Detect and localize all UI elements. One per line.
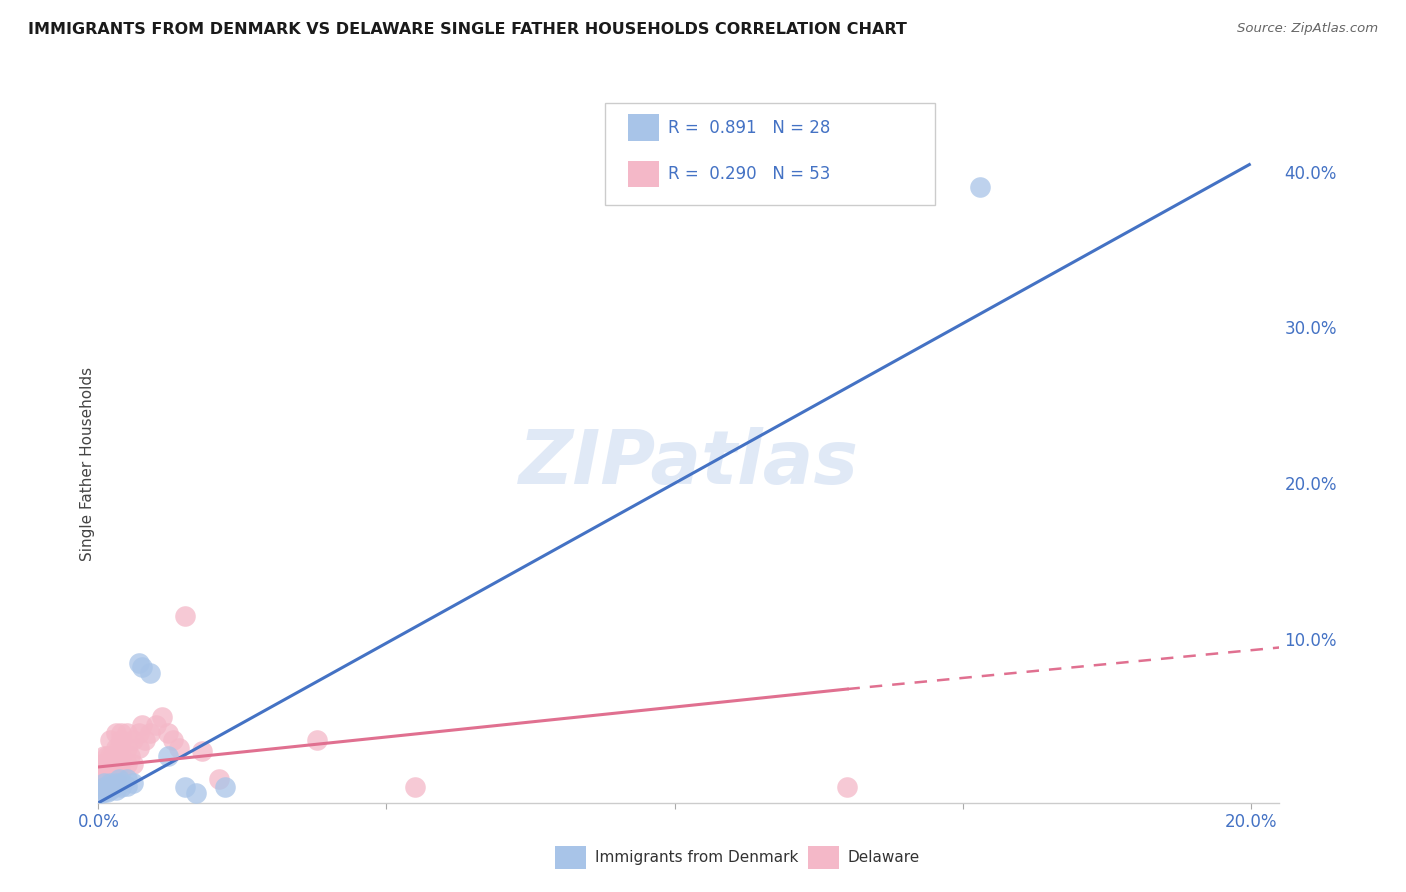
Point (101, 749, 124, 764)
Point (162, 733, 184, 747)
Point (98, 772, 121, 787)
Point (101, 780, 124, 795)
Point (131, 718, 153, 732)
Point (96, 775, 118, 789)
Point (191, 744, 214, 758)
Point (837, 780, 859, 795)
Point (122, 733, 145, 747)
Point (96, 749, 118, 764)
Point (120, 749, 142, 764)
Point (150, 710, 173, 724)
Text: Delaware: Delaware (848, 850, 920, 864)
Point (122, 775, 145, 789)
Point (128, 656, 150, 670)
Point (131, 660, 153, 674)
Point (104, 775, 127, 789)
Point (156, 749, 179, 764)
Point (173, 608, 195, 623)
Point (93, 775, 115, 789)
Point (93, 783, 115, 797)
Point (89, 780, 111, 795)
Point (93, 772, 115, 787)
Point (122, 756, 145, 771)
Point (128, 725, 150, 739)
Point (90, 775, 112, 789)
Point (104, 764, 127, 779)
Point (101, 764, 124, 779)
Point (98, 733, 121, 747)
Point (98, 756, 121, 771)
Point (107, 741, 129, 756)
Point (93, 756, 115, 771)
Point (110, 749, 132, 764)
Point (115, 725, 138, 739)
Point (98, 783, 121, 797)
Point (90, 756, 112, 771)
Point (104, 756, 127, 771)
Point (98, 775, 121, 789)
Text: ZIPatlas: ZIPatlas (519, 427, 859, 500)
Point (90, 787, 112, 801)
Text: IMMIGRANTS FROM DENMARK VS DELAWARE SINGLE FATHER HOUSEHOLDS CORRELATION CHART: IMMIGRANTS FROM DENMARK VS DELAWARE SING… (28, 22, 907, 37)
Point (98, 779, 121, 793)
Point (90, 764, 112, 779)
Point (93, 780, 115, 795)
Point (104, 741, 127, 756)
Y-axis label: Single Father Households: Single Father Households (80, 367, 94, 561)
Point (93, 785, 115, 799)
Point (110, 780, 132, 795)
Point (969, 180, 991, 194)
Text: Source: ZipAtlas.com: Source: ZipAtlas.com (1237, 22, 1378, 36)
Point (307, 733, 329, 747)
Text: Immigrants from Denmark: Immigrants from Denmark (595, 850, 799, 864)
Point (104, 779, 127, 793)
Point (104, 783, 127, 797)
Point (115, 779, 138, 793)
Point (98, 749, 121, 764)
Point (186, 787, 208, 801)
Point (93, 749, 115, 764)
Point (96, 781, 118, 796)
Text: R =  0.891   N = 28: R = 0.891 N = 28 (668, 119, 830, 136)
Point (145, 718, 167, 732)
Point (156, 725, 179, 739)
Point (139, 725, 162, 739)
Point (98, 764, 121, 779)
Point (134, 733, 156, 747)
Point (107, 772, 129, 787)
Point (98, 780, 121, 795)
Point (110, 764, 132, 779)
Point (115, 741, 138, 756)
Point (110, 725, 132, 739)
Point (214, 780, 236, 795)
Point (208, 772, 231, 787)
Point (96, 785, 118, 799)
Point (115, 772, 138, 787)
Point (167, 741, 190, 756)
Point (93, 764, 115, 779)
Point (104, 772, 127, 787)
Point (115, 756, 138, 771)
Point (173, 780, 195, 795)
Point (404, 780, 426, 795)
Point (110, 733, 132, 747)
Text: R =  0.290   N = 53: R = 0.290 N = 53 (668, 165, 830, 183)
Point (104, 725, 127, 739)
Point (110, 775, 132, 789)
Point (107, 756, 129, 771)
Point (93, 780, 115, 795)
Point (128, 741, 150, 756)
Point (139, 666, 162, 681)
Point (96, 764, 118, 779)
